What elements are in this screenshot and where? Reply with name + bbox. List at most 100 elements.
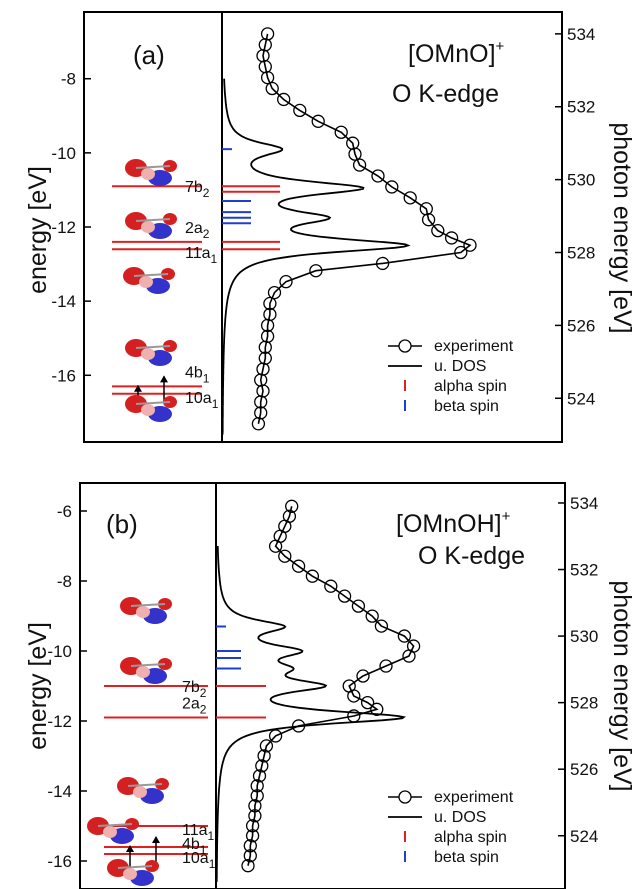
experiment-point	[351, 599, 366, 613]
orbital-level-label: 2a2	[182, 696, 207, 717]
experiment-point	[293, 103, 307, 118]
right-tick-label: 530	[567, 171, 595, 190]
panel-a-label: (a)	[133, 40, 165, 70]
legend-alpha-label: alpha spin	[434, 829, 507, 846]
panel-a-udos-line	[221, 78, 411, 435]
right-tick-label: 534	[567, 25, 595, 44]
orbital-level-label: 4b1	[182, 836, 207, 857]
experiment-point	[403, 191, 417, 205]
panel-a-right-axis: 524 526 528 530 532 534	[555, 25, 595, 408]
experiment-point	[279, 275, 293, 289]
experiment-point	[291, 719, 306, 733]
orbital-level-label: 7b2	[182, 679, 207, 700]
experiment-point	[347, 709, 361, 723]
spin-arrowhead	[126, 845, 134, 852]
left-tick-label: -10	[51, 144, 76, 163]
experiment-point	[406, 639, 421, 653]
experiment-point	[250, 779, 264, 793]
left-tick-label: -8	[61, 70, 76, 89]
left-tick-label: -14	[47, 782, 72, 801]
right-tick-label: 528	[570, 694, 598, 713]
left-tick-label: -10	[47, 642, 72, 661]
right-tick-label: 526	[570, 760, 598, 779]
experiment-point	[260, 329, 275, 343]
experiment-point	[370, 702, 384, 716]
experiment-point	[254, 406, 268, 420]
panel-a-spin-sticks	[222, 148, 280, 251]
legend-udos-label: u. DOS	[434, 358, 486, 375]
left-tick-label: -16	[47, 852, 72, 871]
legend-experiment-label: experiment	[434, 789, 514, 806]
panel-b-experiment-line	[247, 506, 415, 866]
left-tick-label: -14	[51, 292, 76, 311]
panel-b-subtitle: O K-edge	[418, 542, 525, 570]
panel-a-orbitals: 7b2 2a2 11a1 4b1 10a1	[112, 159, 219, 422]
experiment-point	[241, 859, 255, 873]
experiment-point	[252, 769, 267, 783]
experiment-point	[268, 729, 283, 743]
molecular-orbital-icon	[125, 339, 177, 366]
molecular-orbital-icon	[120, 657, 172, 684]
experiment-point	[352, 158, 367, 172]
molecular-orbital-icon	[117, 777, 169, 804]
panel-a-legend: experiment u. DOS alpha spin beta spin	[388, 338, 514, 415]
experiment-point	[374, 619, 389, 633]
right-tick-label: 528	[567, 244, 595, 263]
molecular-orbital-icon	[125, 212, 177, 239]
experiment-point	[346, 136, 360, 150]
legend-experiment-marker	[398, 790, 412, 804]
experiment-point	[356, 669, 370, 683]
panel-a-subtitle: O K-edge	[392, 80, 499, 108]
spin-arrowhead	[152, 836, 160, 843]
legend-beta-label: beta spin	[434, 849, 499, 866]
panel-b-title: [OMnOH]+	[396, 508, 511, 538]
experiment-point	[278, 549, 292, 563]
legend-experiment-marker	[398, 339, 412, 353]
experiment-point	[337, 589, 352, 603]
panel-b: (b) [OMnOH]+ O K-edge 7b22a211a14b110a1 …	[47, 482, 598, 889]
panel-b-frame	[79, 482, 566, 889]
experiment-point	[334, 125, 348, 139]
experiment-point	[243, 839, 257, 853]
panel-b-ylabel-left: energy [eV]	[24, 622, 52, 750]
panel-b-udos-line	[215, 546, 406, 882]
spin-arrowhead	[160, 375, 168, 383]
experiment-point	[385, 180, 399, 194]
orbital-level-label: 11a1	[182, 822, 215, 843]
experiment-point	[397, 629, 412, 643]
left-tick-label: -12	[51, 218, 76, 237]
orbital-level-label: 10a1	[182, 850, 216, 871]
panel-a-title: [OMnO]+	[408, 38, 505, 68]
experiment-point	[255, 759, 269, 773]
experiment-point	[311, 114, 325, 128]
panel-b-ylabel-right: photon energy [eV]	[608, 580, 636, 791]
left-tick-label: -16	[51, 366, 76, 385]
experiment-point	[265, 81, 279, 96]
experiment-point	[259, 739, 274, 753]
right-tick-label: 532	[567, 98, 595, 117]
legend-beta-label: beta spin	[434, 398, 499, 415]
experiment-point	[454, 245, 468, 260]
molecular-orbital-icon	[120, 597, 172, 624]
experiment-point	[371, 169, 385, 183]
experiment-point	[257, 749, 271, 763]
panel-a-ylabel-left: energy [eV]	[24, 166, 52, 294]
experiment-point	[263, 296, 277, 311]
right-tick-label: 524	[567, 389, 595, 408]
experiment-point	[379, 659, 393, 673]
panel-b-left-axis: -6 -8 -10 -12 -14 -16	[47, 502, 87, 871]
orbital-level-label: 7b2	[185, 179, 210, 200]
panel-b-label: (b)	[106, 509, 138, 539]
experiment-point	[431, 223, 445, 238]
panel-a-experiment-line	[257, 33, 472, 424]
experiment-point	[260, 27, 275, 41]
right-tick-label: 532	[570, 561, 598, 580]
experiment-point	[419, 202, 433, 216]
experiment-point	[444, 231, 459, 245]
experiment-point	[248, 799, 262, 813]
experiment-point	[365, 609, 379, 623]
orbital-level-label: 2a2	[185, 220, 210, 241]
right-tick-label: 524	[570, 827, 598, 846]
left-tick-label: -8	[57, 572, 72, 591]
